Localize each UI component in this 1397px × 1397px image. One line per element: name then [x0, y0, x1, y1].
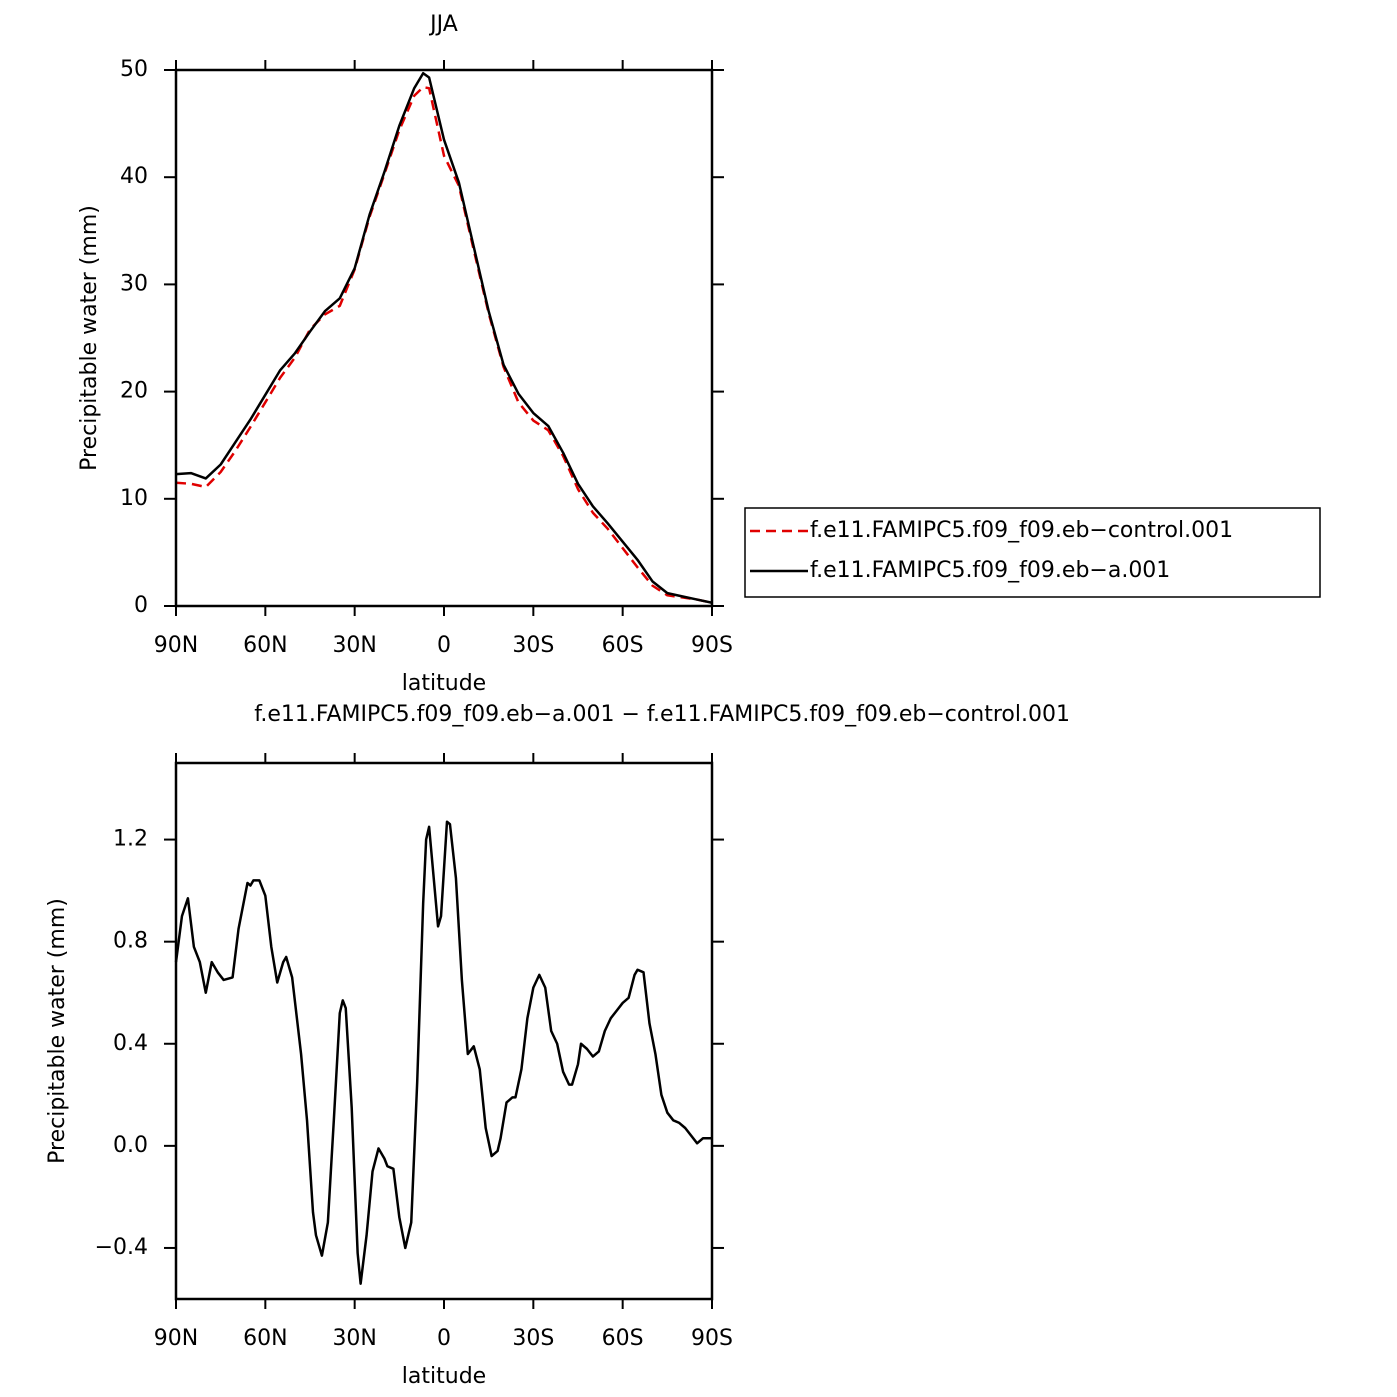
x-tick-label: 0	[437, 633, 451, 658]
y-tick-label: 10	[120, 486, 148, 511]
y-tick-label: 50	[120, 57, 148, 82]
data-line	[174, 820, 712, 1285]
chart-title: JJA	[428, 12, 458, 37]
x-tick-label: 90S	[691, 1326, 733, 1351]
y-tick-label: −0.4	[95, 1235, 148, 1260]
x-tick-label: 0	[437, 1326, 451, 1351]
y-tick-label: 0.0	[113, 1133, 148, 1158]
x-tick-label: 30N	[332, 1326, 376, 1351]
x-tick-label: 90N	[154, 1326, 198, 1351]
data-line	[175, 85, 713, 605]
plot-frame	[174, 68, 714, 608]
legend-label: f.e11.FAMIPC5.f09_f09.eb−a.001	[810, 558, 1170, 583]
x-tick-label: 60S	[602, 633, 644, 658]
y-tick-label: 20	[120, 379, 148, 404]
x-axis-label: latitude	[402, 1364, 486, 1389]
legend-label: f.e11.FAMIPC5.f09_f09.eb−control.001	[810, 518, 1233, 543]
x-tick-label: 30S	[512, 1326, 554, 1351]
legend-box	[744, 507, 1321, 598]
x-tick-label: 30S	[512, 633, 554, 658]
x-tick-label: 90N	[154, 633, 198, 658]
y-tick-label: 0.4	[113, 1031, 148, 1056]
x-tick-label: 30N	[332, 633, 376, 658]
plot-frame	[174, 761, 714, 1301]
x-axis-label: latitude	[402, 671, 486, 696]
y-axis-label: Precipitable water (mm)	[77, 205, 102, 471]
y-axis-label: Precipitable water (mm)	[45, 898, 70, 1164]
x-tick-label: 60N	[243, 1326, 287, 1351]
x-tick-label: 60N	[243, 633, 287, 658]
y-tick-label: 1.2	[113, 827, 148, 852]
chart-title: f.e11.FAMIPC5.f09_f09.eb−a.001 − f.e11.F…	[254, 702, 1070, 727]
x-tick-label: 60S	[602, 1326, 644, 1351]
y-tick-label: 30	[120, 271, 148, 296]
x-tick-label: 90S	[691, 633, 733, 658]
y-tick-label: 0.8	[113, 929, 148, 954]
data-line	[175, 71, 713, 605]
y-tick-label: 0	[134, 593, 148, 618]
y-tick-label: 40	[120, 164, 148, 189]
